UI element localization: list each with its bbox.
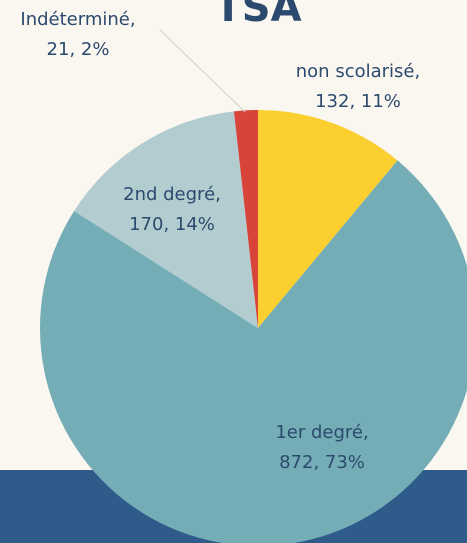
pie [40, 110, 467, 543]
leader-line [159, 29, 246, 113]
slice-value-label: 21, 2% [47, 39, 110, 60]
slice-label: non scolarisé, [296, 61, 420, 82]
pie-slice [74, 111, 258, 328]
pie-slice [40, 160, 467, 543]
slice-value-label: 872, 73% [279, 452, 365, 473]
chart-title: TSA [214, 0, 301, 31]
slice-label: Indéterminé, [20, 9, 135, 30]
pie-slice [258, 110, 398, 328]
slice-label: 2nd degré, [123, 184, 221, 205]
slice-value-label: 132, 11% [315, 91, 401, 112]
slice-value-label: 170, 14% [129, 214, 215, 235]
slice-label: 1er degré, [275, 422, 368, 443]
pie-slice [233, 110, 258, 328]
